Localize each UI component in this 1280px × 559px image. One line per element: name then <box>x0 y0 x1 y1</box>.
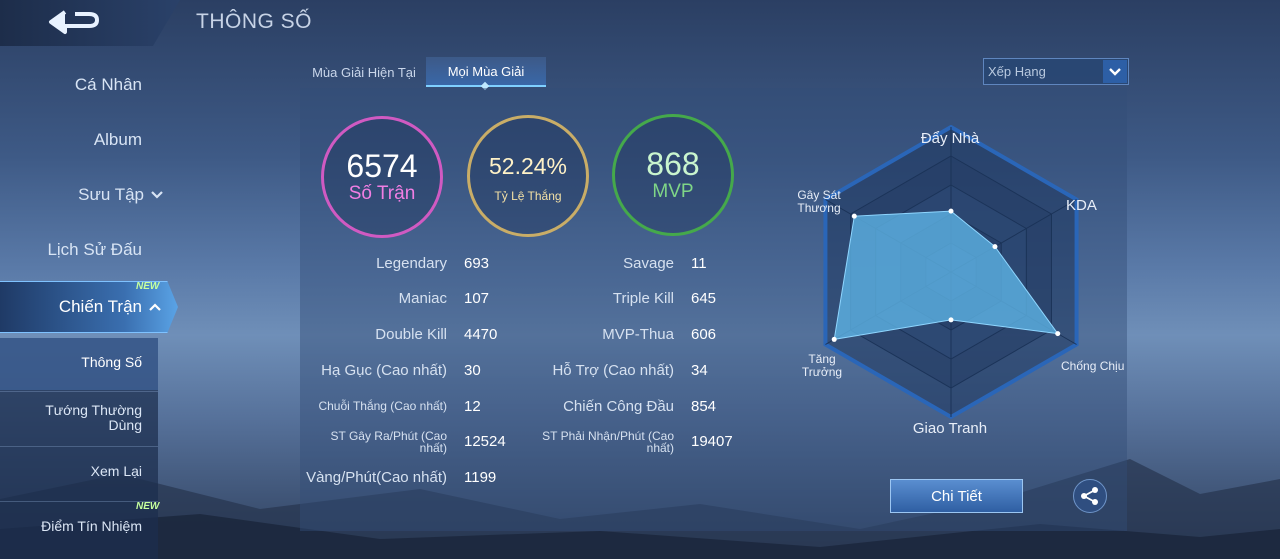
mvp-label: MVP <box>652 181 694 202</box>
subnav-item-xem-lai[interactable]: Xem Lại <box>0 464 158 479</box>
stat-label: ST Phải Nhận/Phút (Cao nhất) <box>542 429 674 455</box>
sidebar-item-chien-tran[interactable]: Chiến Trận <box>0 281 178 333</box>
stat-label: Hạ Gục (Cao nhất) <box>321 362 447 379</box>
sidebar-item-label: Sưu Tập <box>78 185 144 204</box>
stat-label: Legendary <box>376 255 447 272</box>
divider <box>0 446 158 447</box>
subnav-item-tuong-thuong-dung[interactable]: Tướng Thường Dùng <box>0 403 158 433</box>
stat-value: 34 <box>691 362 708 379</box>
radar-chart <box>823 125 1079 420</box>
tab-label: Mọi Mùa Giải <box>447 63 525 79</box>
subnav-item-label: Tướng Thường Dùng <box>45 402 142 433</box>
mvp-value: 868 <box>646 146 700 182</box>
stat-value: 19407 <box>691 433 733 450</box>
stat-value: 12524 <box>464 433 506 450</box>
mode-select[interactable]: Xếp Hạng <box>983 58 1129 85</box>
subnav-item-diem-tin-nhiem[interactable]: Điểm Tín Nhiệm <box>0 519 158 534</box>
chevron-down-icon <box>1103 60 1127 83</box>
matches-label: Số Trận <box>348 183 416 204</box>
stat-value: 854 <box>691 398 717 415</box>
stat-label: Vàng/Phút(Cao nhất) <box>306 469 447 486</box>
sidebar-item-suu-tap[interactable]: Sưu Tập <box>78 185 164 205</box>
subnav-item-label: Thông Số <box>81 354 142 370</box>
stat-label: Double Kill <box>375 326 447 343</box>
stat-value: 1199 <box>464 469 497 486</box>
mvp-circle: 868 MVP <box>612 114 734 236</box>
win-rate-circle: 52.24% Tỷ Lệ Thắng <box>467 115 589 237</box>
radar-label-kda: KDA <box>1066 197 1097 214</box>
radar-data-point <box>992 244 998 250</box>
matches-circle: 6574 Số Trận <box>321 116 443 238</box>
radar-data-point <box>1055 331 1061 337</box>
sidebar-item-lich-su-dau[interactable]: Lịch Sử Đấu <box>47 240 142 260</box>
stat-label: Chiến Công Đầu <box>563 398 674 415</box>
radar-data-point <box>948 317 954 323</box>
new-badge: NEW <box>136 281 160 292</box>
sidebar: Cá Nhân Album Sưu Tập Lịch Sử Đấu Chiến … <box>0 55 178 559</box>
tab-current-season[interactable]: Mùa Giải Hiện Tại <box>312 64 416 80</box>
stat-value: 11 <box>691 255 707 272</box>
chevron-up-icon <box>149 303 161 311</box>
chevron-down-icon <box>151 191 163 199</box>
subnav-item-label: Xem Lại <box>90 463 142 479</box>
radar-data-point <box>851 213 857 219</box>
stat-value: 30 <box>464 362 481 379</box>
divider <box>0 391 158 392</box>
divider <box>0 501 158 502</box>
back-button[interactable] <box>0 0 180 46</box>
share-button[interactable] <box>1073 479 1107 513</box>
stat-label: Triple Kill <box>612 290 674 307</box>
sidebar-item-album[interactable]: Album <box>94 130 142 150</box>
radar-data-point <box>831 336 837 342</box>
subnav-item-thong-so[interactable]: Thông Số <box>0 338 158 390</box>
stat-value: 12 <box>464 398 481 415</box>
sidebar-subnav: Thông Số Tướng Thường Dùng Xem Lại Điểm … <box>0 338 158 559</box>
page-title: THÔNG SỐ <box>196 10 313 33</box>
stat-label: Maniac <box>398 290 447 307</box>
radar-label-gay-sat-thuong: Gây Sát Thương <box>797 188 841 215</box>
sidebar-item-label: Chiến Trận <box>58 297 142 316</box>
sidebar-item-label: Lịch Sử Đấu <box>47 240 142 259</box>
share-icon <box>1081 487 1098 505</box>
stat-value: 645 <box>691 290 717 307</box>
subnav-item-label: Điểm Tín Nhiệm <box>41 518 142 534</box>
radar-label-tang-truong: Tăng Trưởng <box>801 352 843 379</box>
radar-label-chong-chiu: Chống Chịu <box>1061 359 1125 373</box>
win-rate-value: 52.24% <box>488 153 567 179</box>
stat-label: Chuỗi Thắng (Cao nhất) <box>318 399 447 413</box>
radar-label-giao-tranh: Giao Tranh <box>912 420 988 437</box>
detail-button[interactable]: Chi Tiết <box>890 479 1023 513</box>
stat-value: 693 <box>464 255 490 272</box>
new-badge: NEW <box>136 501 160 512</box>
tab-all-seasons[interactable]: Mọi Mùa Giải <box>426 57 546 91</box>
sidebar-item-ca-nhan[interactable]: Cá Nhân <box>75 75 142 95</box>
sidebar-item-label: Album <box>93 130 142 149</box>
stat-value: 107 <box>464 290 490 307</box>
stat-label: Hỗ Trợ (Cao nhất) <box>552 362 674 379</box>
mode-select-value: Xếp Hạng <box>988 64 1046 79</box>
back-arrow-icon <box>49 10 99 34</box>
sidebar-item-label: Cá Nhân <box>74 75 142 94</box>
stat-value: 606 <box>691 326 717 343</box>
stat-label: ST Gây Ra/Phút (Cao nhất) <box>330 429 448 455</box>
stat-label: MVP-Thua <box>602 326 674 343</box>
radar-data-point <box>948 208 954 214</box>
win-rate-label: Tỷ Lệ Thắng <box>494 189 562 203</box>
matches-value: 6574 <box>346 148 418 184</box>
stat-value: 4470 <box>464 326 498 343</box>
radar-label-day-nha: Đẩy Nhà <box>920 130 980 147</box>
stat-label: Savage <box>623 255 674 272</box>
